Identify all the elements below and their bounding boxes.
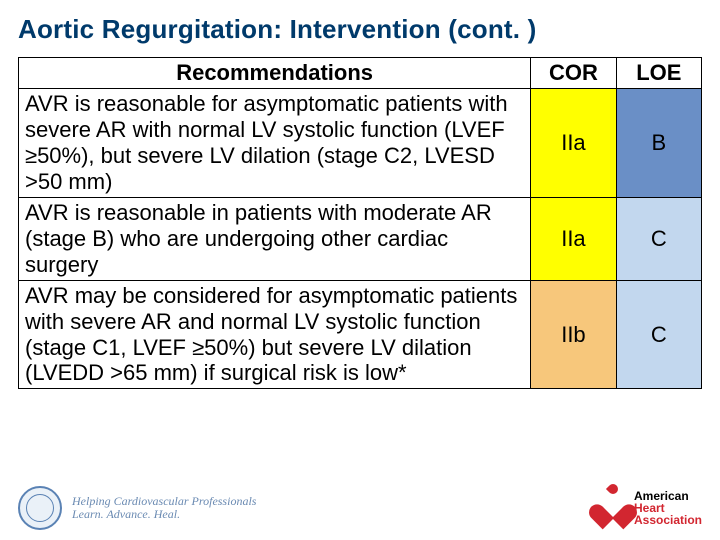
aha-logo-block: American Heart Association [598, 490, 702, 526]
table-row: AVR is reasonable for asymptomatic patie… [19, 88, 702, 197]
header-loe: LOE [616, 58, 701, 89]
table-row: AVR may be considered for asymptomatic p… [19, 280, 702, 389]
table-header-row: Recommendations COR LOE [19, 58, 702, 89]
acc-tagline: Helping Cardiovascular Professionals Lea… [72, 495, 256, 520]
cell-loe: B [616, 88, 701, 197]
cell-cor: IIa [531, 88, 616, 197]
acc-logo-block: Helping Cardiovascular Professionals Lea… [18, 486, 256, 530]
cell-recommendation: AVR is reasonable for asymptomatic patie… [19, 88, 531, 197]
slide-title: Aortic Regurgitation: Intervention (cont… [18, 14, 702, 45]
cell-cor: IIa [531, 197, 616, 280]
cell-cor: IIb [531, 280, 616, 389]
heart-icon [598, 494, 628, 522]
cell-recommendation: AVR may be considered for asymptomatic p… [19, 280, 531, 389]
aha-text: American Heart Association [634, 490, 702, 526]
cell-loe: C [616, 197, 701, 280]
cell-recommendation: AVR is reasonable in patients with moder… [19, 197, 531, 280]
table-row: AVR is reasonable in patients with moder… [19, 197, 702, 280]
header-recommendations: Recommendations [19, 58, 531, 89]
aha-line3: Association [634, 514, 702, 526]
recommendations-table: Recommendations COR LOE AVR is reasonabl… [18, 57, 702, 389]
header-cor: COR [531, 58, 616, 89]
footer: Helping Cardiovascular Professionals Lea… [18, 486, 702, 530]
acc-seal-icon [18, 486, 62, 530]
cell-loe: C [616, 280, 701, 389]
acc-line2: Learn. Advance. Heal. [72, 508, 256, 521]
